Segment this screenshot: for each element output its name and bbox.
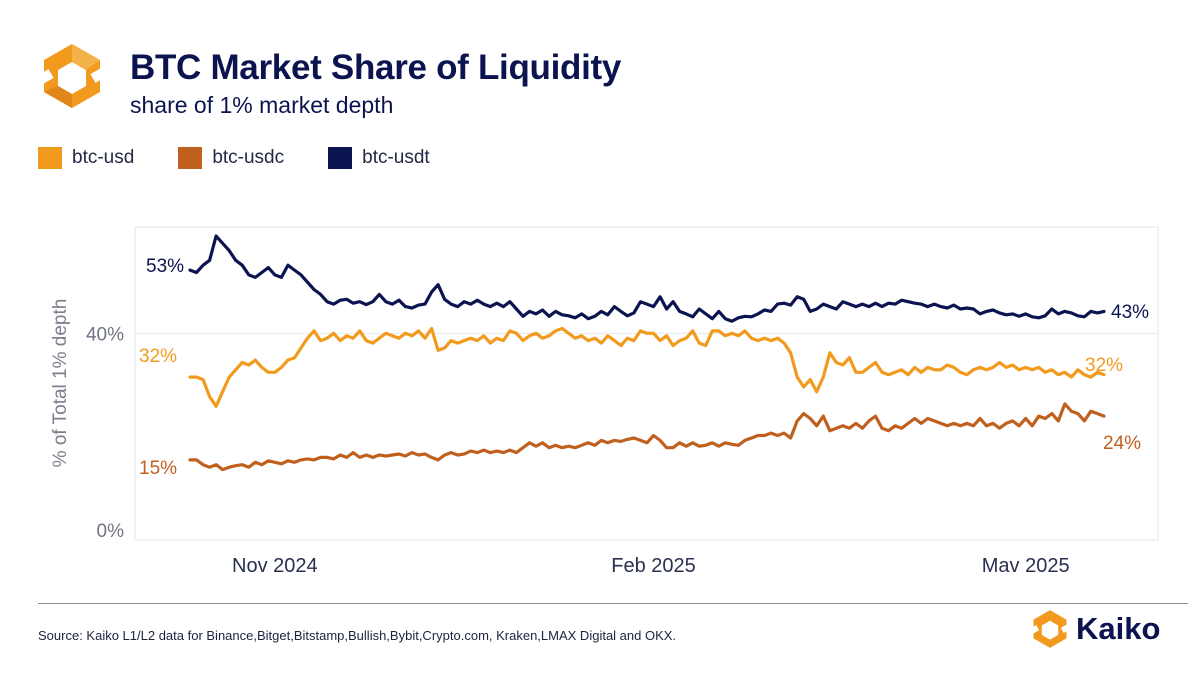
chart-title: BTC Market Share of Liquidity [130, 48, 622, 87]
legend-label-btc-usdt: btc-usdt [362, 147, 430, 168]
source-note: Source: Kaiko L1/L2 data for Binance,Bit… [38, 628, 677, 643]
plot-frame [134, 226, 1159, 541]
legend-label-btc-usd: btc-usd [72, 147, 135, 168]
legend-item-btc-usd: btc-usd [38, 147, 134, 169]
end-label-btc-usdt: 43% [1111, 302, 1149, 323]
start-label-btc-usdt: 53% [146, 256, 184, 277]
brand-name: Kaiko [1076, 611, 1161, 646]
y-tick-40: 40% [86, 324, 124, 345]
series-line-btc-usd [188, 326, 1106, 408]
footer-divider [38, 603, 1188, 604]
chart-subtitle: share of 1% market depth [130, 92, 394, 118]
legend: btc-usd btc-usdc btc-usdt [38, 147, 474, 169]
x-tick-may-2025: Mav 2025 [982, 555, 1070, 577]
x-tick-nov-2024: Nov 2024 [232, 555, 318, 577]
legend-swatch-btc-usdc [178, 147, 203, 169]
legend-item-btc-usdc: btc-usdc [178, 147, 284, 169]
y-tick-0: 0% [97, 521, 125, 542]
legend-label-btc-usdc: btc-usdc [212, 147, 285, 168]
legend-swatch-btc-usd [38, 147, 62, 169]
x-tick-feb-2025: Feb 2025 [611, 555, 696, 577]
kaiko-brand-icon [1030, 610, 1070, 648]
end-label-btc-usdc: 24% [1103, 433, 1141, 454]
start-label-btc-usdc: 15% [139, 458, 177, 479]
kaiko-logo-icon [38, 44, 106, 108]
brand: Kaiko [1030, 609, 1160, 649]
series-line-btc-usdt [188, 234, 1106, 323]
end-label-btc-usd: 32% [1085, 355, 1123, 376]
line-chart: % of Total 1% depth 0% 40% Nov 2024 Feb … [50, 226, 1159, 577]
legend-item-btc-usdt: btc-usdt [328, 147, 430, 169]
start-label-btc-usd: 32% [139, 346, 177, 367]
y-axis-label: % of Total 1% depth [50, 299, 71, 468]
series-line-btc-usdc [188, 402, 1106, 472]
legend-swatch-btc-usdt [328, 147, 353, 169]
